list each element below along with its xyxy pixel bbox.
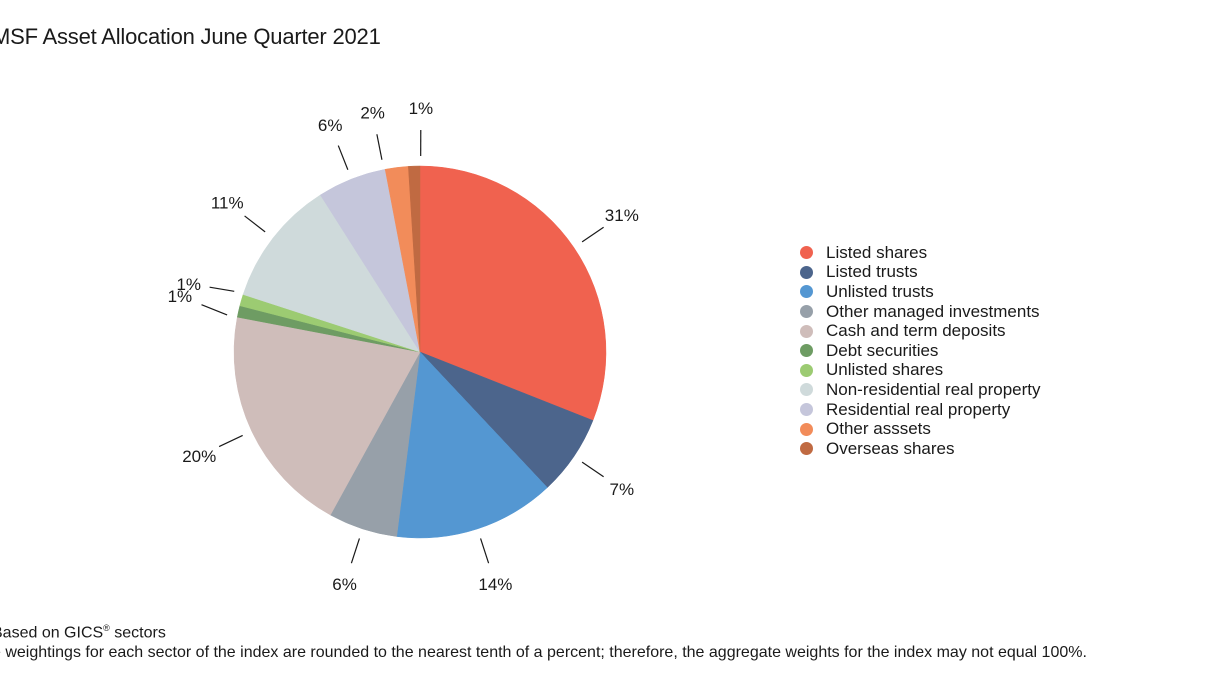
legend-item: Unlisted shares bbox=[800, 360, 1041, 381]
pie-data-labels: 31%7%14%6%20%1%1%11%6%2% 1% bbox=[168, 99, 639, 594]
footnote-rounding: e weightings for each sector of the inde… bbox=[0, 644, 1087, 661]
legend-item: Debt securities bbox=[800, 341, 1041, 361]
legend-item: Other asssets bbox=[800, 419, 1041, 439]
pie-slice-overseas-shares bbox=[408, 165, 421, 353]
footnote-gics-text: Based on GICS bbox=[0, 624, 104, 642]
legend-swatch bbox=[800, 344, 813, 358]
leader-line bbox=[337, 145, 349, 170]
legend-label: Other managed investments bbox=[826, 301, 1040, 321]
pie-slice-unlisted-trusts bbox=[396, 351, 548, 539]
leader-line bbox=[376, 134, 383, 160]
chart-title: MSF Asset Allocation June Quarter 2021 bbox=[0, 24, 381, 49]
pie-slice-non-residential-real-property bbox=[242, 194, 421, 353]
legend-item: Unlisted trusts bbox=[800, 282, 1041, 302]
legend-label: Listed trusts bbox=[826, 262, 918, 282]
data-label: 2% bbox=[360, 104, 385, 123]
leader-line bbox=[581, 461, 604, 478]
legend-item: Overseas shares bbox=[800, 439, 1041, 459]
data-label: 6% bbox=[318, 116, 343, 135]
legend-item: Listed shares bbox=[800, 243, 1041, 263]
legend-label: Listed shares bbox=[826, 242, 928, 262]
legend-swatch bbox=[800, 305, 813, 319]
leader-line bbox=[209, 286, 235, 292]
data-label: 6% bbox=[332, 575, 357, 594]
legend-label: Debt securities bbox=[826, 340, 939, 360]
data-label: 20% bbox=[182, 447, 216, 466]
legend-item: Non-residential real property bbox=[800, 380, 1041, 400]
legend-swatch bbox=[800, 246, 813, 260]
leader-line bbox=[244, 215, 266, 233]
legend-label: Unlisted shares bbox=[826, 360, 944, 380]
legend-label: Unlisted trusts bbox=[826, 281, 934, 301]
legend-swatch bbox=[800, 383, 813, 397]
pie-slice-listed-shares bbox=[419, 165, 607, 421]
legend-item: Cash and term deposits bbox=[800, 321, 1041, 341]
legend-swatch bbox=[800, 442, 813, 456]
leader-line bbox=[201, 304, 228, 316]
pie-slice-cash-and-term-deposits bbox=[233, 316, 421, 516]
legend-label: Residential real property bbox=[826, 399, 1011, 419]
legend-item: Other managed investments bbox=[800, 302, 1041, 322]
legend-item: Listed trusts bbox=[800, 262, 1041, 283]
leader-line bbox=[581, 226, 604, 243]
legend-label: Overseas shares bbox=[826, 438, 955, 458]
legend-swatch bbox=[800, 422, 813, 436]
leader-line bbox=[479, 538, 490, 564]
legend-swatch bbox=[800, 363, 813, 377]
legend-swatch bbox=[800, 324, 813, 338]
leader-line bbox=[350, 538, 361, 564]
leader-line bbox=[218, 434, 243, 448]
legend-label: Cash and term deposits bbox=[826, 321, 1006, 341]
legend-swatch bbox=[800, 265, 813, 279]
registered-mark: ® bbox=[103, 623, 110, 633]
legend-item: Residential real property bbox=[800, 400, 1041, 420]
legend-label: Other asssets bbox=[826, 419, 931, 439]
data-label: 14% bbox=[478, 575, 512, 594]
data-label: 7% bbox=[610, 480, 635, 499]
legend-swatch bbox=[800, 285, 813, 299]
data-label: 31% bbox=[605, 206, 639, 225]
legend: Listed shares Listed trusts Unlisted trust… bbox=[800, 243, 1041, 459]
legend-label: Non-residential real property bbox=[826, 379, 1041, 399]
footnote-gics-suffix: sectors bbox=[109, 624, 166, 642]
data-label: 11% bbox=[211, 193, 244, 212]
data-label: 1% bbox=[409, 99, 434, 118]
data-label: 1% bbox=[168, 287, 193, 306]
legend-swatch bbox=[800, 403, 813, 417]
pie-slices bbox=[233, 165, 607, 539]
footnote-gics: Based on GICS® sectors bbox=[0, 623, 166, 642]
data-label: 1% bbox=[176, 275, 201, 294]
